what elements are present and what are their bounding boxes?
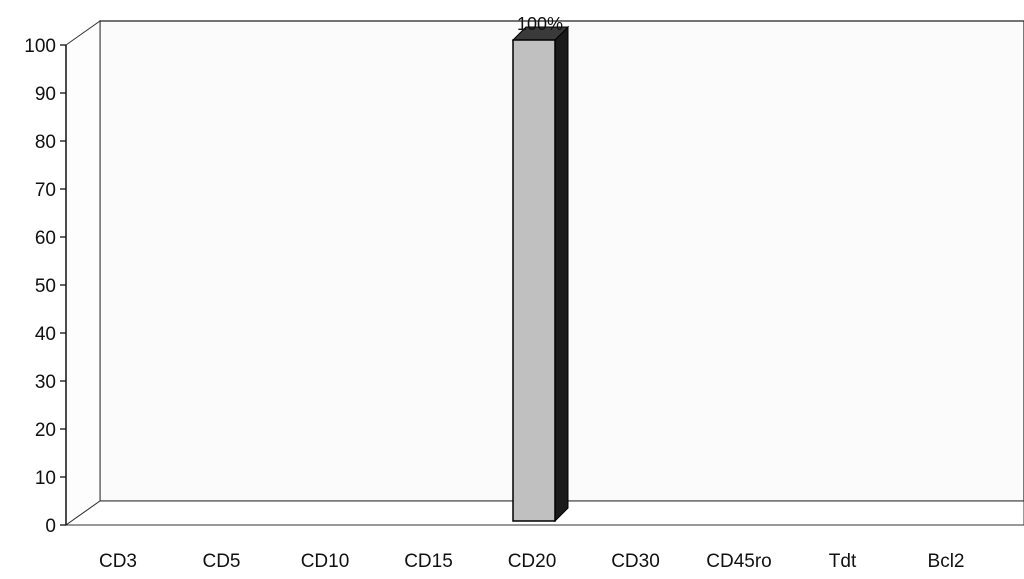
y-tick-label: 0 bbox=[45, 516, 56, 537]
category-label: CD45ro bbox=[706, 551, 771, 572]
bars bbox=[511, 25, 570, 523]
y-tick-label: 10 bbox=[35, 468, 56, 489]
x-axis: CD3 CD5 CD10 CD15 CD20 CD30 CD45ro Tdt Bcl2 bbox=[99, 551, 964, 572]
category-label: CD30 bbox=[611, 551, 660, 572]
category-label: CD5 bbox=[202, 551, 240, 572]
y-tick-label: 60 bbox=[35, 228, 56, 249]
category-label: Tdt bbox=[829, 551, 857, 572]
category-label: CD15 bbox=[404, 551, 453, 572]
category-label: CD20 bbox=[508, 551, 557, 572]
y-tick-label: 40 bbox=[35, 324, 56, 345]
y-tick-label: 80 bbox=[35, 132, 56, 153]
data-label: 100% bbox=[517, 14, 563, 34]
side-wall bbox=[65, 20, 101, 526]
bar-CD20 bbox=[511, 25, 570, 523]
y-tick-label: 20 bbox=[35, 420, 56, 441]
y-tick-label: 70 bbox=[35, 180, 56, 201]
y-ticks: 0 10 20 30 40 50 60 70 80 90 100 bbox=[24, 36, 66, 537]
category-label: CD3 bbox=[99, 551, 137, 572]
category-label: CD10 bbox=[301, 551, 350, 572]
y-axis: 0 10 20 30 40 50 60 70 80 90 100 bbox=[24, 36, 67, 537]
y-tick-label: 30 bbox=[35, 372, 56, 393]
bar-front bbox=[512, 39, 556, 522]
bar-side bbox=[554, 25, 569, 523]
category-label: Bcl2 bbox=[928, 551, 965, 572]
y-tick-label: 50 bbox=[35, 276, 56, 297]
y-tick-label: 90 bbox=[35, 84, 56, 105]
y-tick-label: 100 bbox=[24, 36, 56, 57]
data-labels: 100% bbox=[517, 14, 563, 34]
category-labels: CD3 CD5 CD10 CD15 CD20 CD30 CD45ro Tdt Bcl2 bbox=[99, 551, 964, 572]
